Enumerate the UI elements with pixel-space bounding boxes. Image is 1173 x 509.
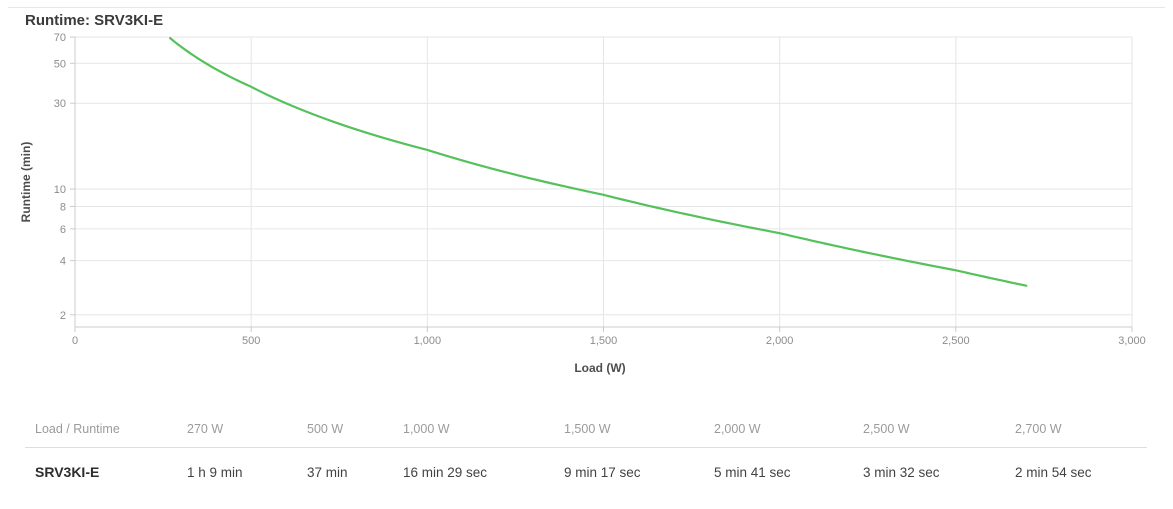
runtime-curve <box>169 37 1028 287</box>
axis-layer <box>70 36 1133 332</box>
grid-layer <box>74 36 1133 327</box>
table-header-row: Load / Runtime 270 W 500 W 1,000 W 1,500 W 2,… <box>25 410 1147 448</box>
x-tick-label: 2,500 <box>942 335 970 347</box>
runtime-chart: 0 500 1,000 1,500 2,000 2,500 3,000 70 50 30 10 8 6 4… <box>19 32 1146 375</box>
x-tick-label: 1,500 <box>590 335 618 347</box>
table-header-cell: 2,000 W <box>714 421 761 436</box>
x-tick-label: 0 <box>72 335 78 347</box>
table-row: SRV3KI-E 1 h 9 min 37 min 16 min 29 sec 9 mi… <box>25 448 1147 480</box>
tick-label-layer: 0 500 1,000 1,500 2,000 2,500 3,000 70 50 30 10 8 6 4… <box>54 32 1146 347</box>
table-header-cell: 500 W <box>307 421 344 436</box>
y-axis-title: Runtime (min) <box>19 142 33 223</box>
y-tick-label: 10 <box>54 184 66 196</box>
runtime-value-cell: 16 min 29 sec <box>403 464 488 480</box>
x-tick-label: 1,000 <box>414 335 442 347</box>
runtime-table: Load / Runtime 270 W 500 W 1,000 W 1,500 W 2,… <box>25 410 1147 480</box>
runtime-value-cell: 1 h 9 min <box>187 464 243 480</box>
y-tick-label: 4 <box>60 256 66 268</box>
y-tick-label: 30 <box>54 98 66 110</box>
x-axis-title: Load (W) <box>574 361 625 375</box>
table-header-load-runtime: Load / Runtime <box>35 421 120 436</box>
runtime-value-cell: 2 min 54 sec <box>1015 464 1092 480</box>
table-header-cell: 270 W <box>187 421 224 436</box>
y-tick-label: 70 <box>54 32 66 44</box>
runtime-value-cell: 37 min <box>307 464 348 480</box>
x-tick-label: 3,000 <box>1118 335 1146 347</box>
x-tick-label: 500 <box>242 335 260 347</box>
y-tick-label: 6 <box>60 224 66 236</box>
x-tick-label: 2,000 <box>766 335 794 347</box>
runtime-value-cell: 3 min 32 sec <box>863 464 940 480</box>
card-top-border <box>8 7 1165 8</box>
row-model-label: SRV3KI-E <box>35 464 100 480</box>
table-header-cell: 1,500 W <box>564 421 611 436</box>
y-tick-label: 50 <box>54 58 66 70</box>
series-layer <box>169 37 1028 287</box>
table-header-cell: 1,000 W <box>403 421 450 436</box>
runtime-value-cell: 5 min 41 sec <box>714 464 791 480</box>
table-header-cell: 2,700 W <box>1015 421 1062 436</box>
y-tick-label: 8 <box>60 201 66 213</box>
table-header-cell: 2,500 W <box>863 421 910 436</box>
y-tick-label: 2 <box>60 310 66 322</box>
runtime-value-cell: 9 min 17 sec <box>564 464 641 480</box>
chart-title: Runtime: SRV3KI-E <box>25 12 164 29</box>
